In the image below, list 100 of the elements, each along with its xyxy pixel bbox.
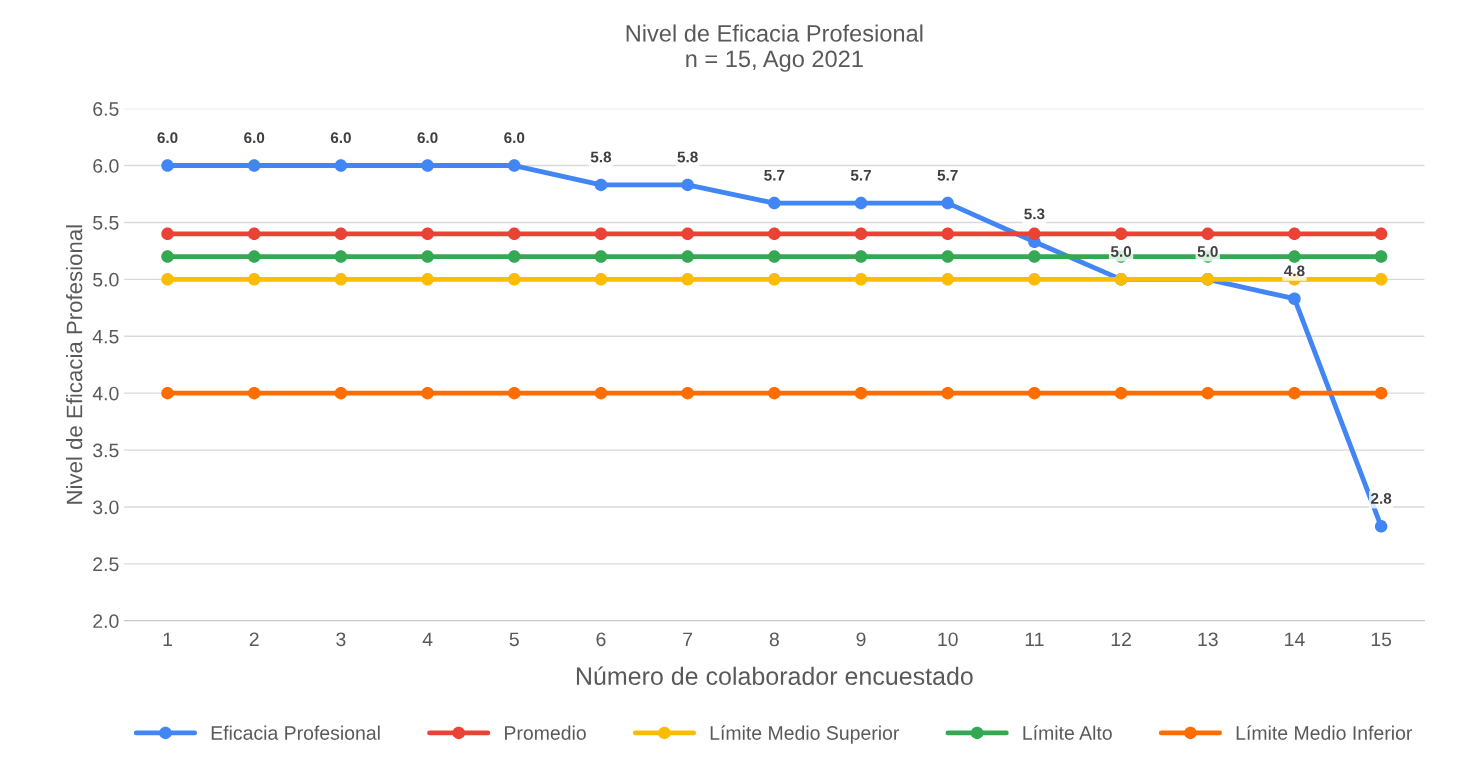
- point: [854, 386, 868, 400]
- point: [1288, 250, 1301, 263]
- point: [854, 196, 868, 210]
- point: [161, 159, 174, 172]
- point: [594, 273, 608, 286]
- x-tick-label: 12: [1111, 632, 1131, 646]
- data-label: 2.8: [1371, 493, 1392, 504]
- point: [421, 273, 434, 286]
- y-axis-title: Nivel de Eficacia Profesional: [66, 225, 83, 504]
- point: [421, 386, 434, 400]
- point: [161, 273, 174, 286]
- x-tick-label: 15: [1371, 632, 1392, 647]
- point: [247, 386, 261, 400]
- point: [508, 227, 521, 241]
- point: [247, 227, 261, 241]
- y-tick-label: 6.0: [93, 159, 119, 173]
- data-label: 6.0: [330, 132, 351, 144]
- point: [161, 250, 174, 263]
- point: [247, 159, 261, 172]
- y-tick-label: 3.5: [93, 443, 119, 458]
- legend-label: Límite Medio Inferior: [1236, 725, 1413, 740]
- point: [594, 386, 608, 400]
- point: [161, 227, 174, 241]
- legend-label: Eficacia Profesional: [211, 725, 380, 740]
- data-label: 5.0: [1110, 246, 1132, 257]
- data-label: 6.0: [417, 132, 438, 144]
- x-tick-label: 1: [163, 632, 172, 646]
- point: [594, 227, 608, 241]
- y-tick-label: 4.5: [92, 329, 119, 344]
- point: [941, 386, 954, 400]
- point: [941, 250, 954, 263]
- data-label: 5.0: [1197, 246, 1218, 257]
- point: [681, 273, 694, 286]
- data-label: 5.3: [1024, 208, 1045, 220]
- point: [1374, 273, 1388, 286]
- point: [1374, 227, 1388, 241]
- data-label: 5.8: [677, 151, 698, 163]
- point: [594, 250, 608, 263]
- point: [1288, 227, 1301, 241]
- chart-title: Nivel de Eficacia Profesional n = 15, Ago 2021: [626, 24, 923, 72]
- point: [1374, 386, 1388, 400]
- point: [941, 273, 954, 286]
- data-label: 6.0: [157, 132, 178, 144]
- x-axis-title: Número de colaborador encuestado: [576, 666, 973, 686]
- y-tick-label: 6.5: [93, 102, 119, 116]
- point: [941, 196, 954, 210]
- y-tick-label: 4.0: [92, 386, 119, 401]
- point: [421, 159, 434, 172]
- x-tick-label: 4: [422, 632, 433, 646]
- point: [681, 227, 694, 241]
- point: [1028, 273, 1041, 286]
- legend-label: Límite Alto: [1023, 725, 1112, 740]
- x-tick-label: 2: [249, 632, 259, 646]
- data-label: 6.0: [504, 132, 525, 144]
- point: [1201, 227, 1215, 241]
- legend-label: Límite Medio Superior: [710, 725, 900, 744]
- point: [421, 250, 434, 263]
- point: [161, 386, 174, 400]
- x-tick-label: 5: [509, 632, 519, 647]
- point: [1028, 227, 1041, 241]
- point: [681, 178, 694, 192]
- y-tick-label: 3.0: [93, 500, 119, 515]
- point: [1114, 227, 1128, 241]
- point: [1288, 292, 1301, 305]
- y-tick-label: 5.0: [93, 272, 119, 287]
- point: [508, 159, 521, 172]
- y-tick-label: 5.5: [93, 216, 119, 230]
- x-tick-label: 13: [1198, 632, 1218, 647]
- data-label: 5.7: [850, 169, 871, 181]
- y-tick-label: 2.0: [93, 614, 119, 629]
- point: [247, 250, 261, 263]
- y-tick-label: 2.5: [93, 557, 119, 572]
- point: [1028, 386, 1041, 400]
- point: [941, 227, 954, 241]
- point: [334, 250, 348, 263]
- x-tick-label: 8: [769, 632, 779, 647]
- point: [508, 250, 521, 263]
- data-label: 4.8: [1284, 265, 1305, 277]
- data-label: 5.8: [590, 151, 612, 163]
- point: [594, 178, 608, 192]
- point: [854, 250, 868, 263]
- point: [334, 159, 348, 172]
- point: [768, 196, 781, 210]
- point: [854, 273, 868, 286]
- x-tick-label: 14: [1285, 632, 1305, 646]
- data-label: 5.7: [764, 169, 785, 181]
- point: [768, 273, 781, 286]
- point: [768, 386, 781, 400]
- legend-label: Promedio: [505, 725, 586, 740]
- data-label: 6.0: [244, 132, 265, 144]
- point: [247, 273, 261, 286]
- point: [1374, 250, 1388, 263]
- x-tick-label: 7: [683, 632, 693, 646]
- x-tick-label: 6: [596, 632, 606, 647]
- point: [768, 227, 781, 241]
- x-tick-label: 3: [336, 632, 346, 647]
- point: [681, 386, 694, 400]
- point: [508, 273, 521, 286]
- point: [854, 227, 868, 241]
- point: [1028, 250, 1041, 263]
